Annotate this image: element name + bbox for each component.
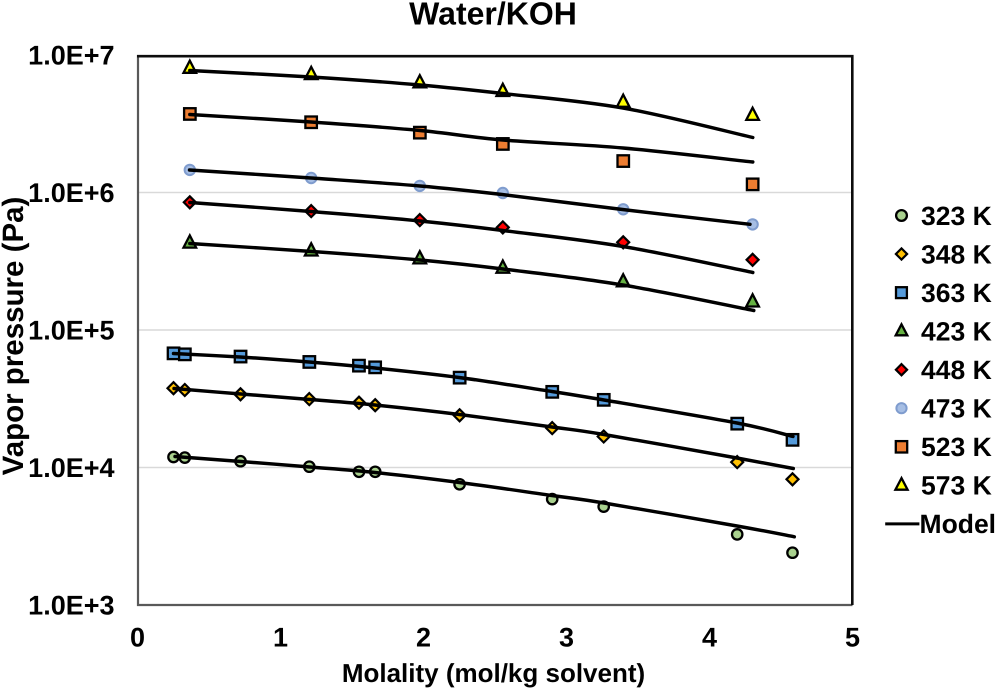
svg-text:473 K: 473 K xyxy=(921,394,992,424)
svg-text:Model: Model xyxy=(920,509,996,539)
svg-text:323 K: 323 K xyxy=(921,201,992,231)
svg-text:5: 5 xyxy=(845,623,860,653)
svg-text:573 K: 573 K xyxy=(921,471,992,501)
svg-text:Water/KOH: Water/KOH xyxy=(409,0,577,32)
svg-text:1.0E+4: 1.0E+4 xyxy=(28,453,114,483)
svg-text:4: 4 xyxy=(702,623,717,653)
svg-text:1.0E+5: 1.0E+5 xyxy=(28,315,114,345)
svg-text:Vapor pressure (Pa): Vapor pressure (Pa) xyxy=(0,197,30,476)
svg-text:363 K: 363 K xyxy=(921,278,992,308)
svg-text:423 K: 423 K xyxy=(921,316,992,346)
svg-text:523 K: 523 K xyxy=(921,432,992,462)
svg-text:3: 3 xyxy=(559,623,574,653)
svg-text:1: 1 xyxy=(273,623,288,653)
svg-text:348 K: 348 K xyxy=(921,239,992,269)
svg-text:1.0E+7: 1.0E+7 xyxy=(28,40,114,70)
svg-text:Molality (mol/kg solvent): Molality (mol/kg solvent) xyxy=(342,658,645,688)
svg-text:0: 0 xyxy=(130,623,145,653)
svg-text:1.0E+6: 1.0E+6 xyxy=(28,178,114,208)
svg-text:448 K: 448 K xyxy=(921,355,992,385)
svg-text:2: 2 xyxy=(416,623,431,653)
svg-text:1.0E+3: 1.0E+3 xyxy=(28,590,114,620)
